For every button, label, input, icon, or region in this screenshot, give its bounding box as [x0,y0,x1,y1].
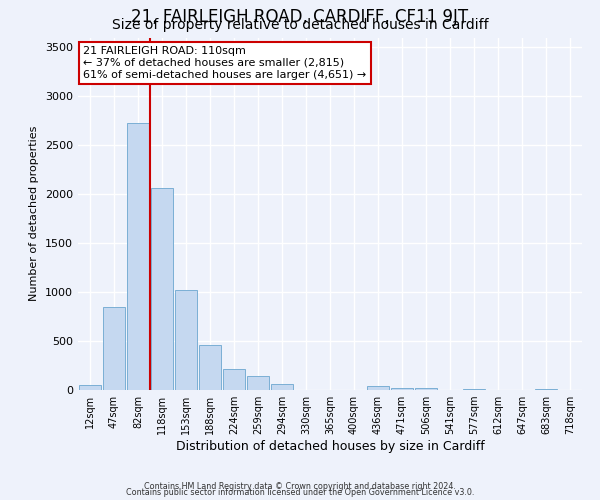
Text: Contains HM Land Registry data © Crown copyright and database right 2024.: Contains HM Land Registry data © Crown c… [144,482,456,491]
Bar [199,346,221,390]
Bar [535,389,557,390]
Bar [223,369,245,390]
Bar [79,384,101,390]
Bar [151,188,173,390]
Bar [175,290,197,390]
Bar [415,388,437,390]
Bar [391,388,413,390]
Bar [247,376,269,390]
Text: 21, FAIRLEIGH ROAD, CARDIFF, CF11 9JT: 21, FAIRLEIGH ROAD, CARDIFF, CF11 9JT [131,8,469,26]
Bar [463,388,485,390]
X-axis label: Distribution of detached houses by size in Cardiff: Distribution of detached houses by size … [176,440,484,453]
Text: Size of property relative to detached houses in Cardiff: Size of property relative to detached ho… [112,18,488,32]
Bar [127,122,149,390]
Bar [271,384,293,390]
Bar [367,386,389,390]
Text: 21 FAIRLEIGH ROAD: 110sqm
← 37% of detached houses are smaller (2,815)
61% of se: 21 FAIRLEIGH ROAD: 110sqm ← 37% of detac… [83,46,366,80]
Bar [103,307,125,390]
Text: Contains public sector information licensed under the Open Government Licence v3: Contains public sector information licen… [126,488,474,497]
Y-axis label: Number of detached properties: Number of detached properties [29,126,40,302]
